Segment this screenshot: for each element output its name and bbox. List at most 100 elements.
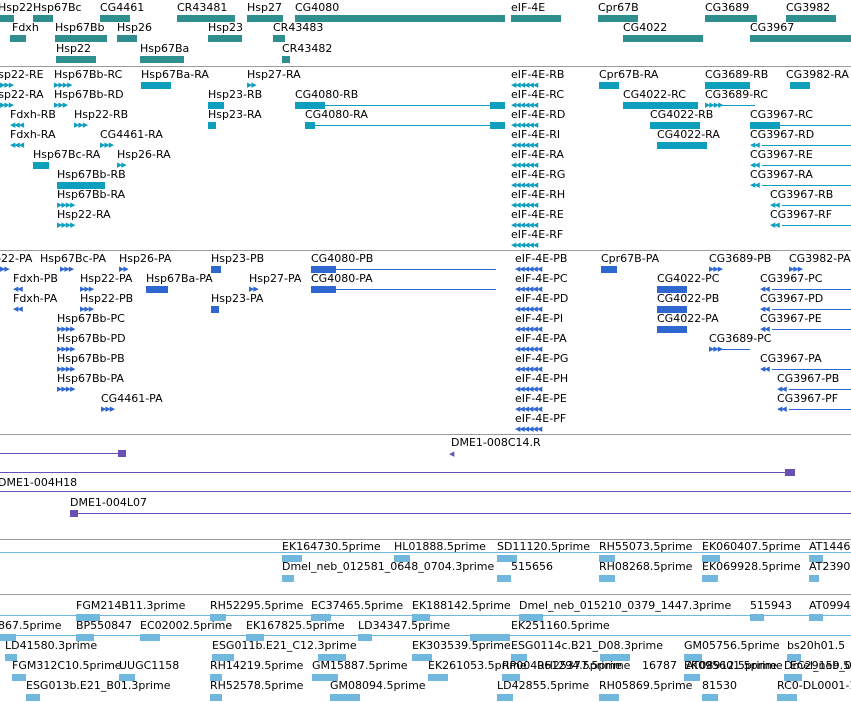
transcript-bar[interactable] xyxy=(650,122,700,129)
est-bar[interactable] xyxy=(428,674,448,681)
gene-bar[interactable] xyxy=(56,56,96,63)
gene-bar[interactable] xyxy=(786,15,836,22)
est-bar[interactable] xyxy=(502,674,520,681)
est-bar[interactable] xyxy=(497,694,513,701)
gene-bar[interactable] xyxy=(10,35,26,42)
transcript-bar[interactable] xyxy=(208,122,216,129)
gene-bar[interactable] xyxy=(598,15,638,22)
est-bar[interactable] xyxy=(702,575,718,582)
est-bar[interactable] xyxy=(600,654,630,661)
gene-bar[interactable] xyxy=(0,15,14,22)
protein-bar[interactable] xyxy=(146,286,168,293)
est-bar[interactable] xyxy=(282,575,294,582)
est-bar[interactable] xyxy=(210,694,222,701)
est-bar[interactable] xyxy=(599,555,615,562)
est-bar[interactable] xyxy=(358,634,372,641)
transcript-bar[interactable] xyxy=(57,182,105,189)
est-bar[interactable] xyxy=(470,634,510,641)
transcript-bar[interactable] xyxy=(33,162,49,169)
clone-end-marker[interactable] xyxy=(118,450,126,457)
transcript-bar[interactable] xyxy=(208,102,224,109)
est-bar[interactable] xyxy=(394,555,410,562)
est-bar[interactable] xyxy=(809,575,819,582)
gene-bar[interactable] xyxy=(623,35,703,42)
est-bar[interactable] xyxy=(330,694,360,701)
gene-bar[interactable] xyxy=(247,15,283,22)
feature-label: CG4022-RC xyxy=(623,88,686,101)
feature-label: eIF-4E-PH xyxy=(515,372,569,385)
est-bar[interactable] xyxy=(210,614,226,621)
est-bar[interactable] xyxy=(412,614,430,621)
feature-label: Hsp23 xyxy=(208,21,243,34)
est-bar[interactable] xyxy=(311,614,331,621)
est-bar[interactable] xyxy=(684,674,700,681)
est-bar[interactable] xyxy=(702,694,718,701)
est-bar[interactable] xyxy=(787,654,801,661)
est-bar[interactable] xyxy=(0,634,16,641)
protein-bar[interactable] xyxy=(311,286,336,293)
est-bar[interactable] xyxy=(5,654,17,661)
transcript-bar[interactable] xyxy=(599,82,619,89)
gene-bar[interactable] xyxy=(177,15,235,22)
est-bar[interactable] xyxy=(140,634,160,641)
feature-label: CG3967-PA xyxy=(760,352,822,365)
gene-bar[interactable] xyxy=(117,35,137,42)
gene-bar[interactable] xyxy=(140,56,184,63)
protein-bar[interactable] xyxy=(211,306,219,313)
gene-bar[interactable] xyxy=(273,35,285,42)
est-bar[interactable] xyxy=(497,555,517,562)
transcript-bar[interactable] xyxy=(657,142,707,149)
transcript-bar[interactable] xyxy=(141,82,171,89)
gene-bar[interactable] xyxy=(295,15,505,22)
transcript-bar[interactable] xyxy=(790,82,810,89)
est-bar[interactable] xyxy=(76,634,94,641)
clone-end-marker[interactable] xyxy=(70,510,78,517)
est-bar[interactable] xyxy=(212,654,234,661)
protein-bar[interactable] xyxy=(211,266,221,273)
transcript-bar[interactable] xyxy=(623,102,698,109)
est-bar[interactable] xyxy=(119,674,135,681)
protein-bar[interactable] xyxy=(657,306,687,313)
protein-bar[interactable] xyxy=(601,266,617,273)
est-bar[interactable] xyxy=(599,575,615,582)
est-bar[interactable] xyxy=(519,614,543,621)
protein-bar[interactable] xyxy=(657,326,687,333)
est-bar[interactable] xyxy=(210,674,222,681)
gene-bar[interactable] xyxy=(282,56,290,63)
est-bar[interactable] xyxy=(76,614,100,621)
transcript-bar[interactable] xyxy=(490,102,505,109)
gene-bar[interactable] xyxy=(55,35,107,42)
est-bar[interactable] xyxy=(777,694,797,701)
est-bar[interactable] xyxy=(599,694,619,701)
clone-end-marker[interactable] xyxy=(785,469,795,476)
gene-bar[interactable] xyxy=(511,15,561,22)
est-bar[interactable] xyxy=(282,555,302,562)
protein-bar[interactable] xyxy=(311,266,336,273)
gene-bar[interactable] xyxy=(100,15,130,22)
est-bar[interactable] xyxy=(809,614,823,621)
gene-bar[interactable] xyxy=(33,15,53,22)
protein-bar[interactable] xyxy=(657,286,687,293)
gene-bar[interactable] xyxy=(705,15,757,22)
est-bar[interactable] xyxy=(809,555,823,562)
est-bar[interactable] xyxy=(784,674,802,681)
est-bar[interactable] xyxy=(750,614,764,621)
gene-bar[interactable] xyxy=(750,35,851,42)
est-bar[interactable] xyxy=(318,654,346,661)
est-bar[interactable] xyxy=(684,654,702,661)
est-bar[interactable] xyxy=(497,575,511,582)
transcript-bar[interactable] xyxy=(705,82,750,89)
est-bar[interactable] xyxy=(511,654,527,661)
transcript-bar[interactable] xyxy=(305,122,315,129)
feature-label: Hsp67Bb-RC xyxy=(54,68,123,81)
est-bar[interactable] xyxy=(702,555,720,562)
gene-bar[interactable] xyxy=(208,35,242,42)
est-bar[interactable] xyxy=(312,674,338,681)
transcript-bar[interactable] xyxy=(490,122,505,129)
transcript-bar[interactable] xyxy=(750,122,780,129)
est-bar[interactable] xyxy=(26,694,40,701)
transcript-bar[interactable] xyxy=(295,102,325,109)
est-bar[interactable] xyxy=(412,654,432,661)
est-bar[interactable] xyxy=(12,674,26,681)
est-bar[interactable] xyxy=(246,634,264,641)
